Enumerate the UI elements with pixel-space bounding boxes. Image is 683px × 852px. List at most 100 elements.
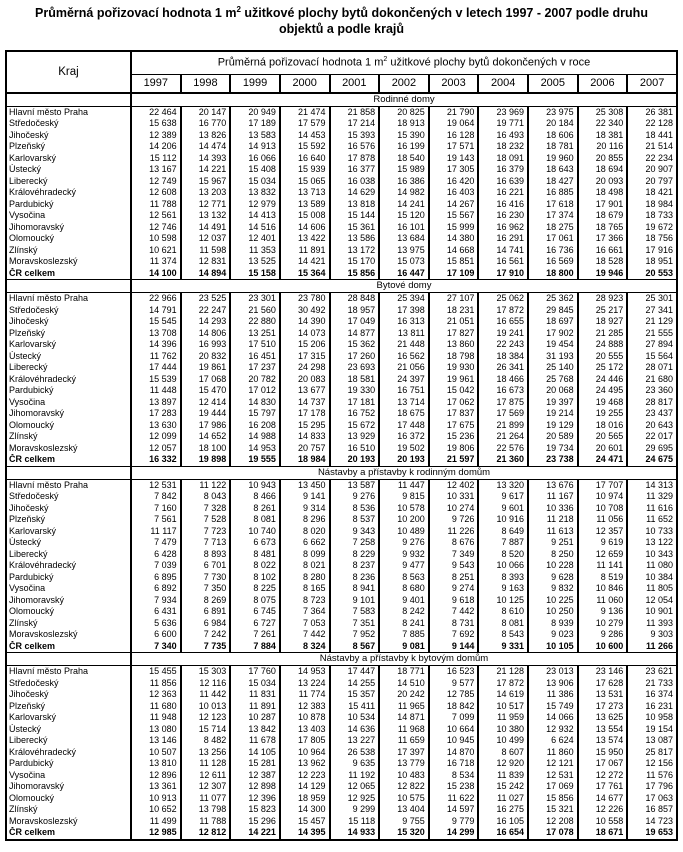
value-cell: 18 984 bbox=[626, 198, 678, 211]
value-cell: 12 099 bbox=[130, 431, 182, 443]
value-cell: 8 296 bbox=[278, 514, 331, 526]
value-cell: 15 455 bbox=[130, 665, 182, 678]
value-cell: 14 299 bbox=[427, 827, 480, 840]
value-cell: 14 313 bbox=[626, 479, 678, 492]
value-cell: 16 493 bbox=[477, 129, 529, 142]
value-cell: 14 953 bbox=[278, 665, 331, 678]
value-cell: 14 491 bbox=[179, 221, 232, 234]
value-cell: 18 927 bbox=[576, 316, 629, 328]
value-cell: 17 805 bbox=[278, 735, 331, 747]
value-cell: 25 172 bbox=[576, 362, 629, 374]
value-cell: 14 396 bbox=[130, 339, 182, 351]
section-title: Rodinné domy bbox=[130, 92, 678, 107]
value-cell: 17 901 bbox=[576, 198, 629, 211]
value-cell: 14 988 bbox=[229, 431, 281, 443]
value-cell: 16 673 bbox=[477, 385, 529, 397]
value-cell: 11 448 bbox=[130, 385, 182, 397]
value-cell: 11 774 bbox=[278, 689, 331, 701]
value-cell: 17 986 bbox=[179, 419, 232, 432]
value-cell: 20 782 bbox=[229, 373, 281, 386]
value-cell: 8 099 bbox=[278, 548, 331, 561]
region-label: Jihomoravský bbox=[5, 408, 132, 420]
value-cell: 17 902 bbox=[527, 327, 579, 340]
value-cell: 15 939 bbox=[278, 164, 331, 176]
value-cell: 10 652 bbox=[130, 804, 182, 816]
year-header: 2002 bbox=[378, 73, 430, 94]
value-cell: 15 967 bbox=[179, 175, 232, 188]
value-cell: 14 073 bbox=[278, 327, 331, 340]
region-label: Jihočeský bbox=[5, 129, 132, 142]
value-cell: 13 811 bbox=[378, 327, 430, 340]
value-cell: 23 969 bbox=[477, 106, 529, 119]
value-cell: 28 923 bbox=[576, 292, 629, 305]
value-cell: 20 147 bbox=[179, 106, 232, 119]
value-cell: 8 043 bbox=[179, 491, 232, 503]
value-cell: 11 056 bbox=[576, 514, 629, 526]
value-cell: 17 049 bbox=[328, 316, 381, 328]
value-cell: 8 251 bbox=[427, 571, 480, 584]
region-label: Liberecký bbox=[5, 548, 132, 561]
value-cell: 27 894 bbox=[626, 339, 678, 351]
total-row: ČR celkem 7 340 7 735 7 884 8 324 8 567 9 081 9… bbox=[5, 640, 678, 653]
value-cell: 8 610 bbox=[477, 606, 529, 618]
region-label: Olomoucký bbox=[5, 792, 132, 805]
value-cell: 9 023 bbox=[527, 629, 579, 641]
value-cell: 18 756 bbox=[626, 233, 678, 245]
value-cell: 18 441 bbox=[626, 129, 678, 142]
value-cell: 23 780 bbox=[278, 292, 331, 305]
value-cell: 20 601 bbox=[576, 442, 629, 455]
region-label: Moravskoslezský bbox=[5, 629, 132, 641]
region-label: Pardubický bbox=[5, 571, 132, 584]
table-header: Kraj Průměrná pořizovací hodnota 1 m2 už… bbox=[5, 50, 678, 94]
value-cell: 25 308 bbox=[576, 106, 629, 119]
value-cell: 12 123 bbox=[179, 712, 232, 724]
value-cell: 18 781 bbox=[527, 141, 579, 153]
value-cell: 31 193 bbox=[527, 350, 579, 363]
value-cell: 15 320 bbox=[378, 827, 430, 840]
value-cell: 16 655 bbox=[477, 316, 529, 328]
region-row: Liberecký 17 444 19 861 17 237 24 298 23 693 2… bbox=[5, 362, 678, 374]
value-cell: 15 408 bbox=[229, 164, 281, 176]
value-cell: 13 975 bbox=[378, 244, 430, 257]
region-row: Karlovarský 11 948 12 123 10 287 10 878 10 53… bbox=[5, 712, 678, 724]
region-row: Pardubický 11 788 12 771 12 979 13 589 13 818… bbox=[5, 198, 678, 211]
value-cell: 10 846 bbox=[576, 583, 629, 595]
value-cell: 19 734 bbox=[527, 442, 579, 455]
value-cell: 19 946 bbox=[576, 267, 629, 280]
value-cell: 14 982 bbox=[378, 187, 430, 199]
value-cell: 7 340 bbox=[130, 640, 182, 653]
value-cell: 6 662 bbox=[278, 537, 331, 549]
value-cell: 6 701 bbox=[179, 560, 232, 572]
total-row: ČR celkem 16 332 19 898 19 555 18 984 20 193 2… bbox=[5, 454, 678, 467]
value-cell: 12 057 bbox=[130, 442, 182, 455]
value-cell: 23 437 bbox=[626, 408, 678, 420]
value-cell: 7 952 bbox=[328, 629, 381, 641]
year-header: 1998 bbox=[179, 73, 232, 94]
region-row: Královéhradecký 12 608 13 203 13 832 13 713 1… bbox=[5, 187, 678, 199]
section-title-row: Nástavby a přístavby k rodinným domům bbox=[5, 465, 678, 480]
value-cell: 16 751 bbox=[378, 385, 430, 397]
value-cell: 20 907 bbox=[626, 164, 678, 176]
value-cell: 11 680 bbox=[130, 700, 182, 713]
region-row: Plzeňský 14 206 14 474 14 913 15 592 16 576 16… bbox=[5, 141, 678, 153]
value-cell: 6 895 bbox=[130, 571, 182, 584]
value-cell: 19 330 bbox=[328, 385, 381, 397]
value-cell: 21 733 bbox=[626, 677, 678, 690]
value-cell: 13 860 bbox=[427, 339, 480, 351]
value-cell: 8 649 bbox=[477, 525, 529, 538]
kraj-column-header: Kraj bbox=[5, 50, 132, 94]
value-cell: 18 427 bbox=[527, 175, 579, 188]
value-cell: 9 619 bbox=[576, 537, 629, 549]
value-cell: 13 842 bbox=[229, 723, 281, 736]
region-row: Moravskoslezský 12 057 18 100 14 953 20 757 1… bbox=[5, 442, 678, 455]
region-row: Moravskoslezský 11 499 11 788 15 296 15 457 1… bbox=[5, 815, 678, 828]
value-cell: 15 749 bbox=[527, 700, 579, 713]
value-cell: 13 251 bbox=[229, 327, 281, 340]
value-cell: 9 815 bbox=[378, 491, 430, 503]
value-cell: 10 287 bbox=[229, 712, 281, 724]
value-cell: 19 064 bbox=[427, 118, 480, 130]
value-cell: 20 193 bbox=[328, 454, 381, 467]
value-cell: 12 116 bbox=[179, 677, 232, 690]
value-cell: 14 413 bbox=[229, 210, 281, 222]
value-cell: 10 225 bbox=[527, 594, 579, 607]
